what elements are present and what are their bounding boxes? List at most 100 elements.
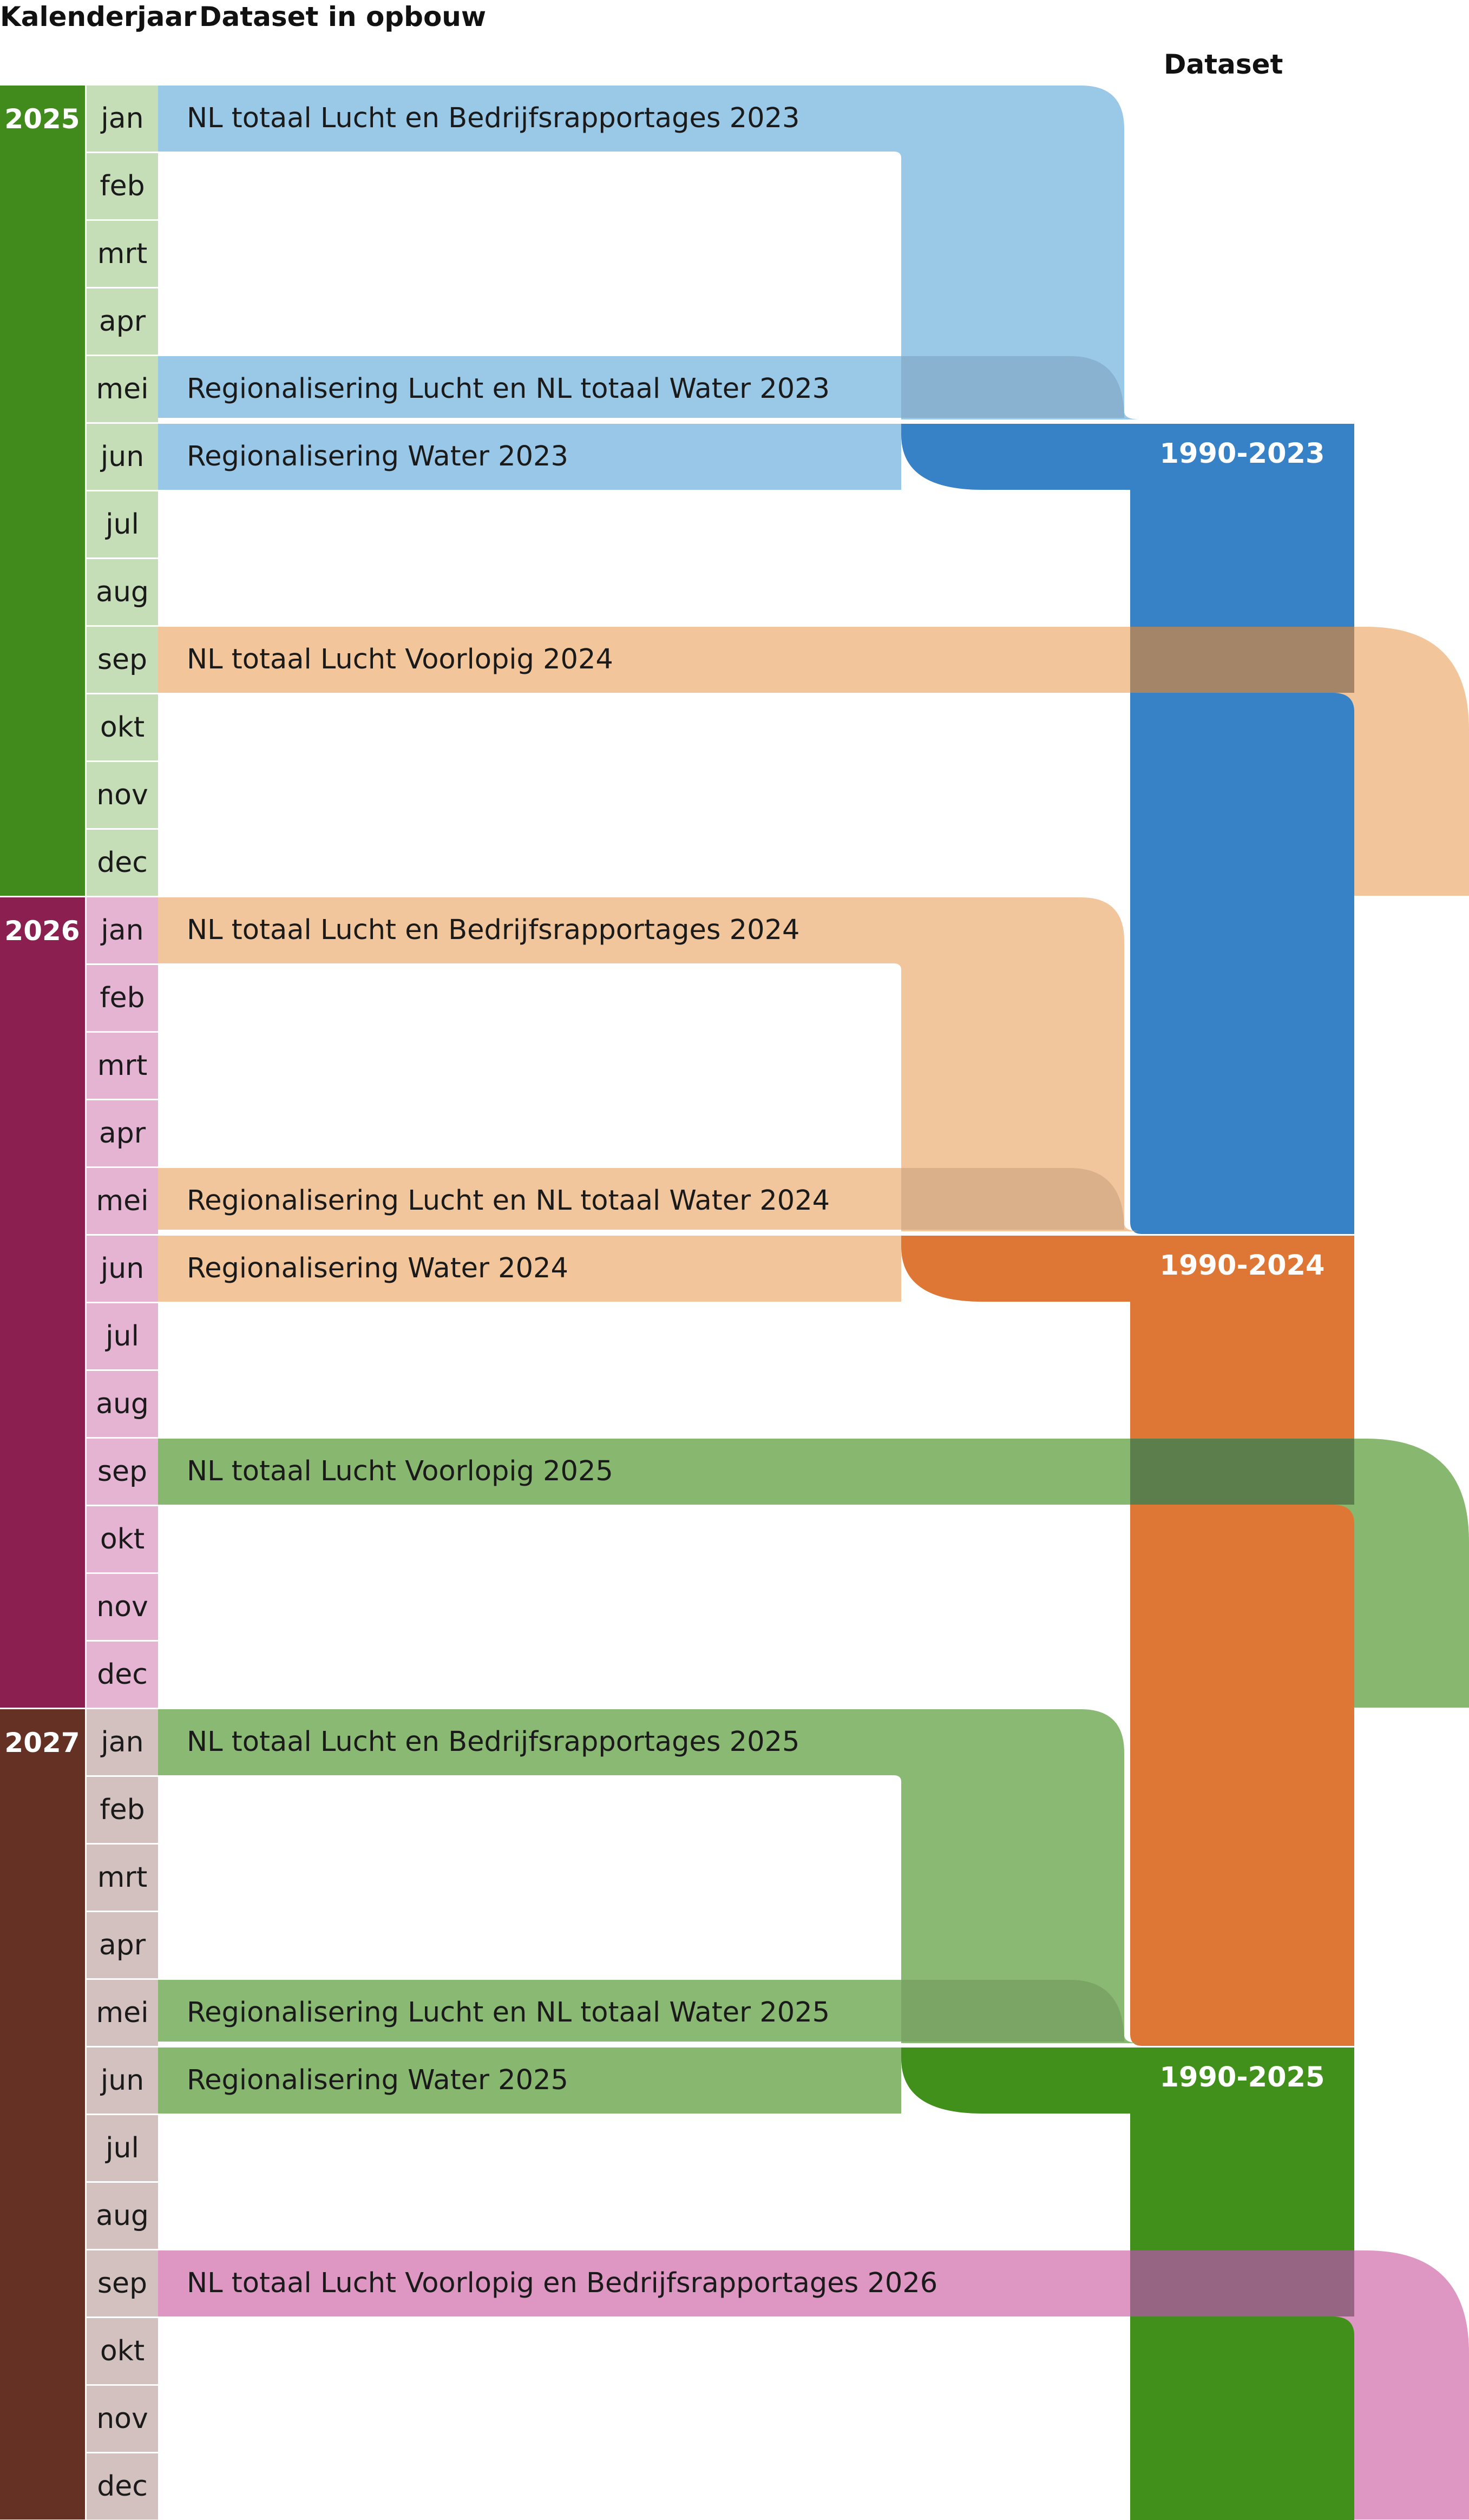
month-cell-2027-jun: [87, 2047, 158, 2114]
flow-overlap-5: [901, 1168, 1124, 1230]
month-cell-2025-jun: [87, 424, 158, 490]
flow-overlap-11: [1130, 2250, 1354, 2316]
month-label-2025-mrt: mrt: [97, 238, 147, 270]
dataset-label-1990-2024: 1990-2024: [1159, 1250, 1324, 1282]
month-cell-2025-nov: [87, 762, 158, 828]
month-label-2026-aug: aug: [96, 1388, 149, 1420]
row-label-8: NL totaal Lucht en Bedrijfsrapportages 2…: [187, 1726, 799, 1758]
flow-hook-6: [158, 1236, 1130, 1302]
dataset-labels: 1990-2023 1990-2024 1990-2025: [1159, 438, 1324, 2094]
month-label-2025-aug: aug: [96, 576, 149, 608]
month-label-2026-apr: apr: [99, 1117, 146, 1150]
row-label-3: NL totaal Lucht Voorlopig 2024: [187, 644, 613, 675]
month-label-2025-okt: okt: [100, 711, 145, 744]
month-cell-2027-nov: [87, 2386, 158, 2452]
month-label-2025-nov: nov: [96, 779, 148, 811]
month-label-2026-okt: okt: [100, 1523, 145, 1556]
row-labels: NL totaal Lucht en Bedrijfsrapportages 2…: [187, 102, 937, 2299]
month-label-2026-sep: sep: [97, 1455, 147, 1488]
row-label-0: NL totaal Lucht en Bedrijfsrapportages 2…: [187, 102, 799, 134]
month-label-2025-sep: sep: [97, 644, 147, 676]
month-label-2027-sep: sep: [97, 2267, 147, 2300]
year-label-2027: 2027: [4, 1727, 80, 1758]
month-cell-2027-jan: [87, 1709, 158, 1775]
month-label-2025-jun: jun: [100, 441, 144, 473]
month-label-2025-dec: dec: [97, 846, 148, 879]
month-label-2025-apr: apr: [99, 305, 146, 338]
flow-hook-10: [158, 2047, 1130, 2114]
year-label-2026: 2026: [4, 915, 80, 947]
month-cell-2027-mei: [87, 1980, 158, 2046]
month-cell-2025-mei: [87, 356, 158, 422]
month-cell-2025-apr: [87, 288, 158, 355]
month-label-2027-apr: apr: [99, 1929, 146, 1961]
month-label-2027-jun: jun: [100, 2064, 144, 2097]
year-bar-2025: [0, 86, 85, 896]
flow-band-1: [158, 356, 1124, 418]
month-cell-2026-jan: [87, 897, 158, 963]
flow-band-2: [158, 424, 901, 490]
month-cell-2025-feb: [87, 153, 158, 219]
month-cell-2025-aug: [87, 559, 158, 625]
month-cell-2027-mrt: [87, 1845, 158, 1911]
month-cell-2025-jul: [87, 491, 158, 557]
month-cell-2026-aug: [87, 1371, 158, 1437]
flow-band-9: [158, 1980, 1124, 2042]
year-bar-2027: [0, 1709, 85, 2519]
header-dataset-in-opbouw: Dataset in opbouw: [199, 1, 486, 32]
month-cell-2027-aug: [87, 2183, 158, 2249]
month-label-2027-nov: nov: [96, 2403, 148, 2435]
flow-overlap-3: [1130, 627, 1354, 693]
month-cell-2026-sep: [87, 1439, 158, 1505]
month-cell-2025-dec: [87, 830, 158, 896]
flow-band-10: [158, 2047, 901, 2114]
dataset-label-1990-2023: 1990-2023: [1159, 438, 1324, 470]
month-cell-2027-apr: [87, 1912, 158, 1978]
month-label-2027-aug: aug: [96, 2200, 149, 2232]
row-label-4: NL totaal Lucht en Bedrijfsrapportages 2…: [187, 914, 799, 946]
month-cell-2027-jul: [87, 2115, 158, 2181]
row-label-1: Regionalisering Lucht en NL totaal Water…: [187, 373, 830, 405]
month-cell-2027-sep: [87, 2250, 158, 2316]
month-label-2025-jan: jan: [100, 102, 143, 135]
month-label-2027-feb: feb: [100, 1794, 145, 1826]
month-cell-2025-okt: [87, 694, 158, 760]
flow-band-3: [158, 627, 1469, 896]
month-cell-2027-okt: [87, 2318, 158, 2384]
flow-hook-2: [158, 424, 1130, 490]
month-label-2026-jun: jun: [100, 1252, 144, 1285]
dataset-column-1990-2024: [1130, 1236, 1354, 2046]
month-label-2026-jul: jul: [105, 1320, 139, 1353]
flow-band-5: [158, 1168, 1124, 1230]
month-label-2027-mrt: mrt: [97, 1861, 147, 1894]
month-label-2026-jan: jan: [100, 914, 143, 947]
month-label-2027-mei: mei: [96, 1997, 148, 2029]
month-label-2026-dec: dec: [97, 1658, 148, 1691]
month-cell-2026-mrt: [87, 1033, 158, 1099]
month-cell-2026-jul: [87, 1303, 158, 1369]
month-cell-2025-sep: [87, 627, 158, 693]
month-cell-2026-dec: [87, 1642, 158, 1708]
flow-overlap-7: [1130, 1439, 1354, 1505]
month-cell-2027-feb: [87, 1777, 158, 1843]
row-label-10: Regionalisering Water 2025: [187, 2064, 568, 2096]
month-label-2026-feb: feb: [100, 982, 145, 1014]
header-dataset: Dataset: [1164, 49, 1283, 80]
month-cell-2026-apr: [87, 1100, 158, 1166]
row-label-9: Regionalisering Lucht en NL totaal Water…: [187, 1997, 830, 2029]
dataset-label-1990-2025: 1990-2025: [1159, 2062, 1324, 2094]
row-label-7: NL totaal Lucht Voorlopig 2025: [187, 1455, 613, 1487]
month-cell-2026-feb: [87, 965, 158, 1031]
flow-overlap-1: [901, 356, 1124, 418]
flow-band-11: [158, 2250, 1469, 2519]
month-label-2027-jul: jul: [105, 2132, 139, 2164]
flow-overlap-9: [901, 1980, 1124, 2042]
month-label-2026-nov: nov: [96, 1591, 148, 1623]
month-label-2026-mei: mei: [96, 1185, 148, 1217]
flow-band-7: [158, 1439, 1469, 1708]
month-cell-2026-jun: [87, 1236, 158, 1302]
dataset-column-1990-2023: [1130, 424, 1354, 1234]
row-label-5: Regionalisering Lucht en NL totaal Water…: [187, 1185, 830, 1217]
row-label-11: NL totaal Lucht Voorlopig en Bedrijfsrap…: [187, 2267, 937, 2299]
